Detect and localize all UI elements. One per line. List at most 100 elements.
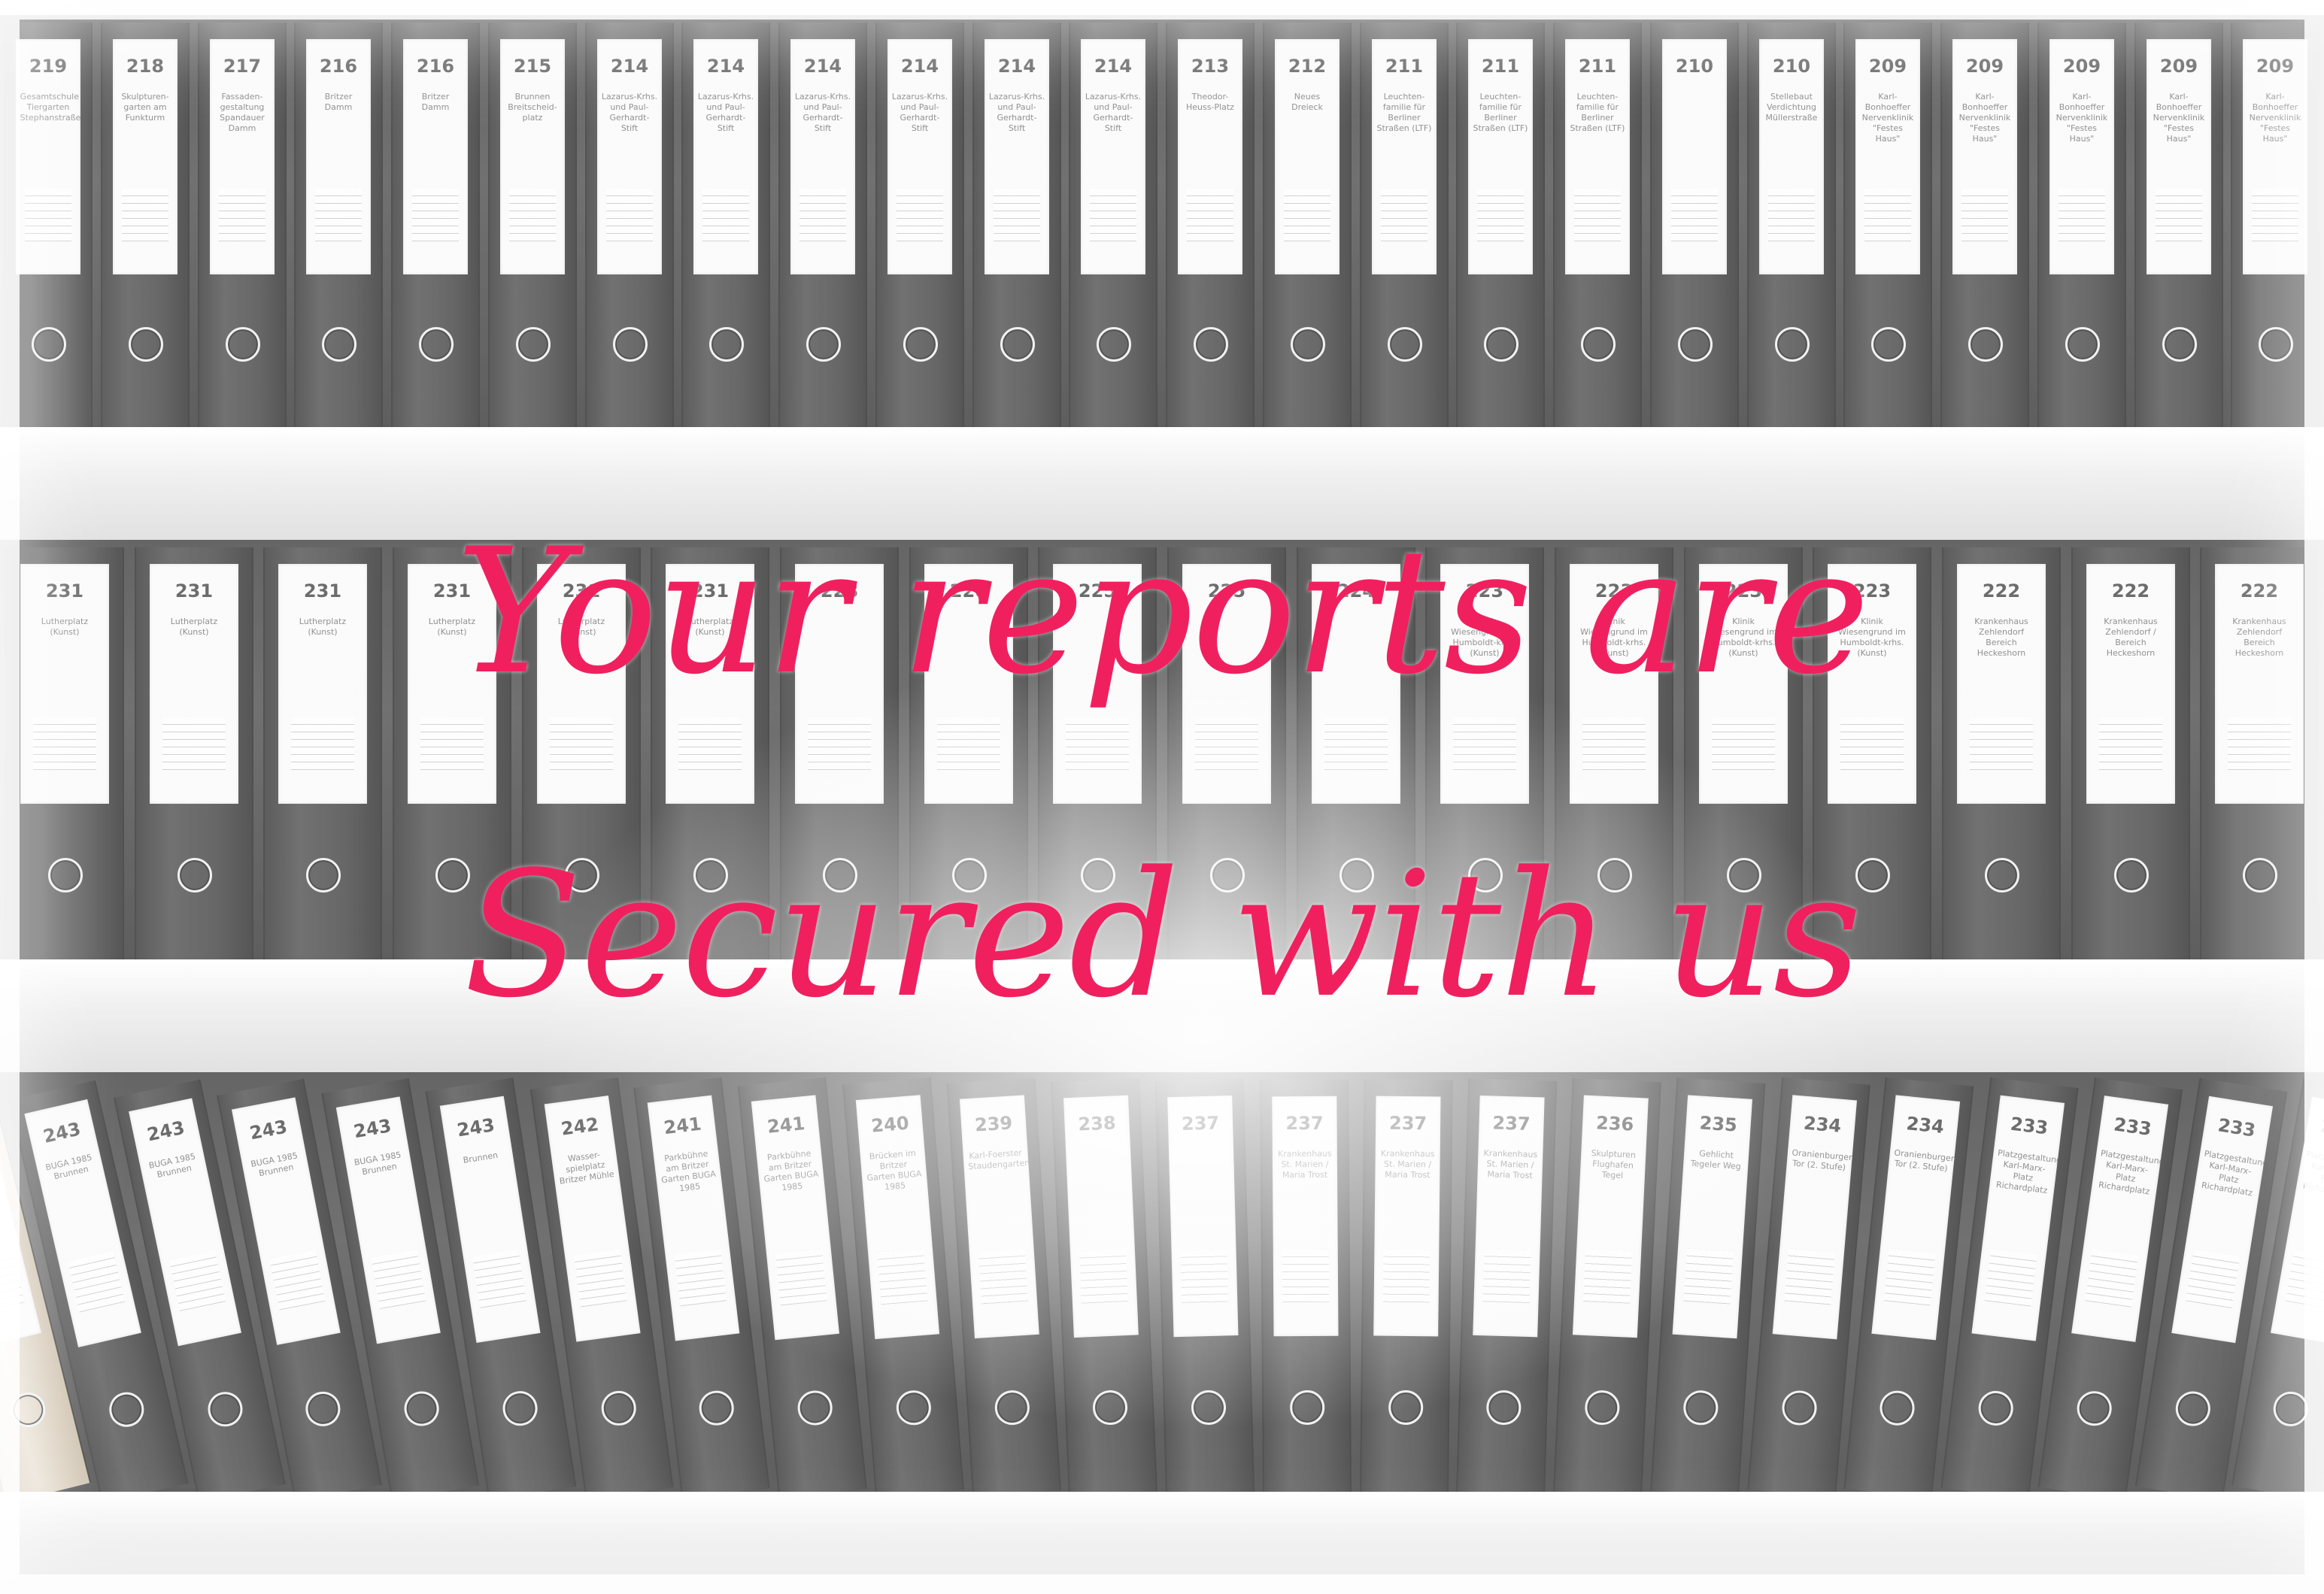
binder-title: Karl-Bonhoeffer Nervenklinik "Festes Hau… <box>2055 91 2108 144</box>
binder-notes <box>162 717 226 771</box>
headline-line-2: Secured with us <box>463 835 1861 1036</box>
binder-number: 234 <box>1905 1113 1946 1138</box>
finger-hole-icon <box>2271 1388 2311 1429</box>
binder-number: 236 <box>1595 1112 1634 1135</box>
finger-hole-icon <box>903 327 938 362</box>
binder-title: Gehlicht Tegeler Weg <box>1690 1148 1742 1172</box>
binder-title: Platzgestaltung Karl-Marx-Platz Richardp… <box>2098 1148 2165 1197</box>
binder-notes <box>549 717 614 771</box>
binder: 214 Lazarus-Krhs. und Paul-Gerhardt-Stift <box>875 23 964 429</box>
binder-label: 209 Karl-Bonhoeffer Nervenklinik "Festes … <box>2146 38 2212 274</box>
binder: 219 Gesamtschule Tiergarten Stephanstraße <box>4 23 93 429</box>
binder-notes <box>1582 1249 1633 1305</box>
binder: 212 Neues Dreieck <box>1263 23 1352 429</box>
binder-title: Lazarus-Krhs. und Paul-Gerhardt-Stift <box>697 91 754 133</box>
binder-label: 215 Brunnen Breitscheid-platz <box>499 38 566 274</box>
binder-number: 235 <box>1698 1112 1738 1136</box>
binder-number: 216 <box>319 55 358 77</box>
binder-title: BUGA 1985 Brunnen <box>250 1150 299 1179</box>
binder-title: Britzer Damm <box>421 91 450 112</box>
binder-title: BUGA 1985 Brunnen <box>147 1151 197 1180</box>
finger-hole-icon <box>1485 1389 1522 1426</box>
binder-label: 237 <box>1167 1095 1239 1338</box>
binder-title: BUGA 1985 Brunnen <box>353 1150 402 1177</box>
finger-hole-icon <box>709 327 744 362</box>
finger-hole-icon <box>7 1388 50 1431</box>
binder-notes <box>1079 1249 1129 1304</box>
binder-number: 211 <box>1385 55 1424 77</box>
binder-notes <box>573 1249 627 1308</box>
binder-number: 214 <box>997 55 1036 77</box>
binder-title: Karl-Bonhoeffer Nervenklinik "Festes Hau… <box>2249 91 2301 144</box>
binder-title: Karl-Foerster Staudengarten <box>967 1147 1030 1172</box>
binder-notes <box>807 717 872 771</box>
binder-label: 241 Parkbühne am Britzer Garten BUGA 1985 <box>751 1095 840 1341</box>
finger-hole-icon <box>2065 327 2100 362</box>
binder-notes <box>1670 188 1719 241</box>
binder: 211 Leuchten-familie für Berliner Straßen… <box>1360 23 1449 429</box>
binder: 209 Karl-Bonhoeffer Nervenklinik "Festes … <box>2134 23 2223 429</box>
binder-number: 237 <box>1388 1112 1427 1135</box>
binder-number: 214 <box>803 55 842 77</box>
binder-notes <box>1683 1249 1734 1305</box>
binder-number: 210 <box>1772 55 1811 77</box>
finger-hole-icon <box>1290 1389 1325 1425</box>
binder-notes <box>1573 188 1622 241</box>
binder-label: 235 Gehlicht Tegeler Weg <box>1672 1095 1753 1339</box>
binder-notes <box>1452 717 1517 771</box>
binder-label: 233 Platzgestaltung Karl-Marx-Platz Richa… <box>2071 1095 2169 1342</box>
binder-number: 243 <box>455 1114 496 1141</box>
binder-notes <box>605 188 654 241</box>
finger-hole-icon <box>613 327 648 362</box>
binder-title: Lazarus-Krhs. und Paul-Gerhardt-Stift <box>988 91 1045 133</box>
binder-notes <box>1324 717 1388 771</box>
binder-number: 237 <box>1285 1112 1324 1135</box>
binder-title: Karl-Bonhoeffer Nervenklinik "Festes Hau… <box>2153 91 2205 144</box>
binder-number: 241 <box>663 1113 703 1139</box>
binder-title: Theodor-Heuss-Platz <box>1186 91 1234 112</box>
shelf-board <box>0 1492 2324 1594</box>
binder-notes <box>2084 1249 2139 1308</box>
binder-number: 212 <box>1288 55 1327 77</box>
binder-number: 211 <box>1481 55 1520 77</box>
binder-title <box>1173 1148 1230 1150</box>
binder-title: Gesamtschule Tiergarten Stephanstraße <box>20 91 81 123</box>
binder: 209 Karl-Bonhoeffer Nervenklinik "Festes … <box>1940 23 2029 429</box>
binder-notes <box>978 1249 1029 1305</box>
binder-label: 211 Leuchten-familie für Berliner Straßen… <box>1564 38 1631 274</box>
binder-title: Platzgestaltung Karl-Marx-Platz Richardp… <box>2201 1148 2269 1199</box>
binder-title: Brücken im Britzer Garten BUGA 1985 <box>866 1147 922 1192</box>
binder-notes <box>1840 717 1904 771</box>
binder-number: 210 <box>1675 55 1714 77</box>
binder-label: 214 Lazarus-Krhs. und Paul-Gerhardt-Stift <box>984 38 1050 274</box>
binder-notes <box>0 1251 25 1314</box>
binder-number: 216 <box>416 55 455 77</box>
binder-title: Brunnen <box>462 1150 499 1165</box>
binder-number: 211 <box>1578 55 1617 77</box>
binder-label: 214 Lazarus-Krhs. und Paul-Gerhardt-Stift <box>596 38 663 274</box>
binder: 214 Lazarus-Krhs. und Paul-Gerhardt-Stift <box>1069 23 1157 429</box>
binder-title: Krankenhaus St. Marien / Maria Trost <box>1277 1148 1332 1180</box>
binder-label: 233 Platzgestaltung Karl-Marx-Platz Richa… <box>1971 1095 2065 1341</box>
finger-hole-icon <box>2074 1388 2114 1428</box>
binder-notes <box>1186 188 1234 241</box>
binder-title: Wasser-spielplatz Britzer Mühle <box>559 1150 615 1186</box>
finger-hole-icon <box>895 1389 933 1426</box>
binder-title: Oranienburger Tor (2. Stufe) <box>1893 1147 1955 1174</box>
binder-number: 214 <box>1094 55 1133 77</box>
binder: 214 Lazarus-Krhs. und Paul-Gerhardt-Stift <box>681 23 770 429</box>
binder: 217 Fassaden-gestaltung Spandauer Damm <box>198 23 287 429</box>
finger-hole-icon <box>599 1388 639 1428</box>
binder-label: 239 Karl-Foerster Staudengarten <box>959 1095 1040 1339</box>
binder-notes <box>799 188 847 241</box>
binder-title: Leuchten-familie für Berliner Straßen (L… <box>1376 91 1432 133</box>
binder-title: Parkbühne am Britzer Garten BUGA 1985 <box>660 1148 717 1194</box>
binder-title: Lazarus-Krhs. und Paul-Gerhardt-Stift <box>891 91 948 133</box>
binder-number: 209 <box>2062 55 2101 77</box>
binder-notes <box>1969 717 2034 771</box>
finger-hole-icon <box>516 327 551 362</box>
finger-hole-icon <box>226 327 260 362</box>
binder-number: 233 <box>2112 1114 2153 1140</box>
binder-title: Britzer Damm <box>324 91 353 112</box>
